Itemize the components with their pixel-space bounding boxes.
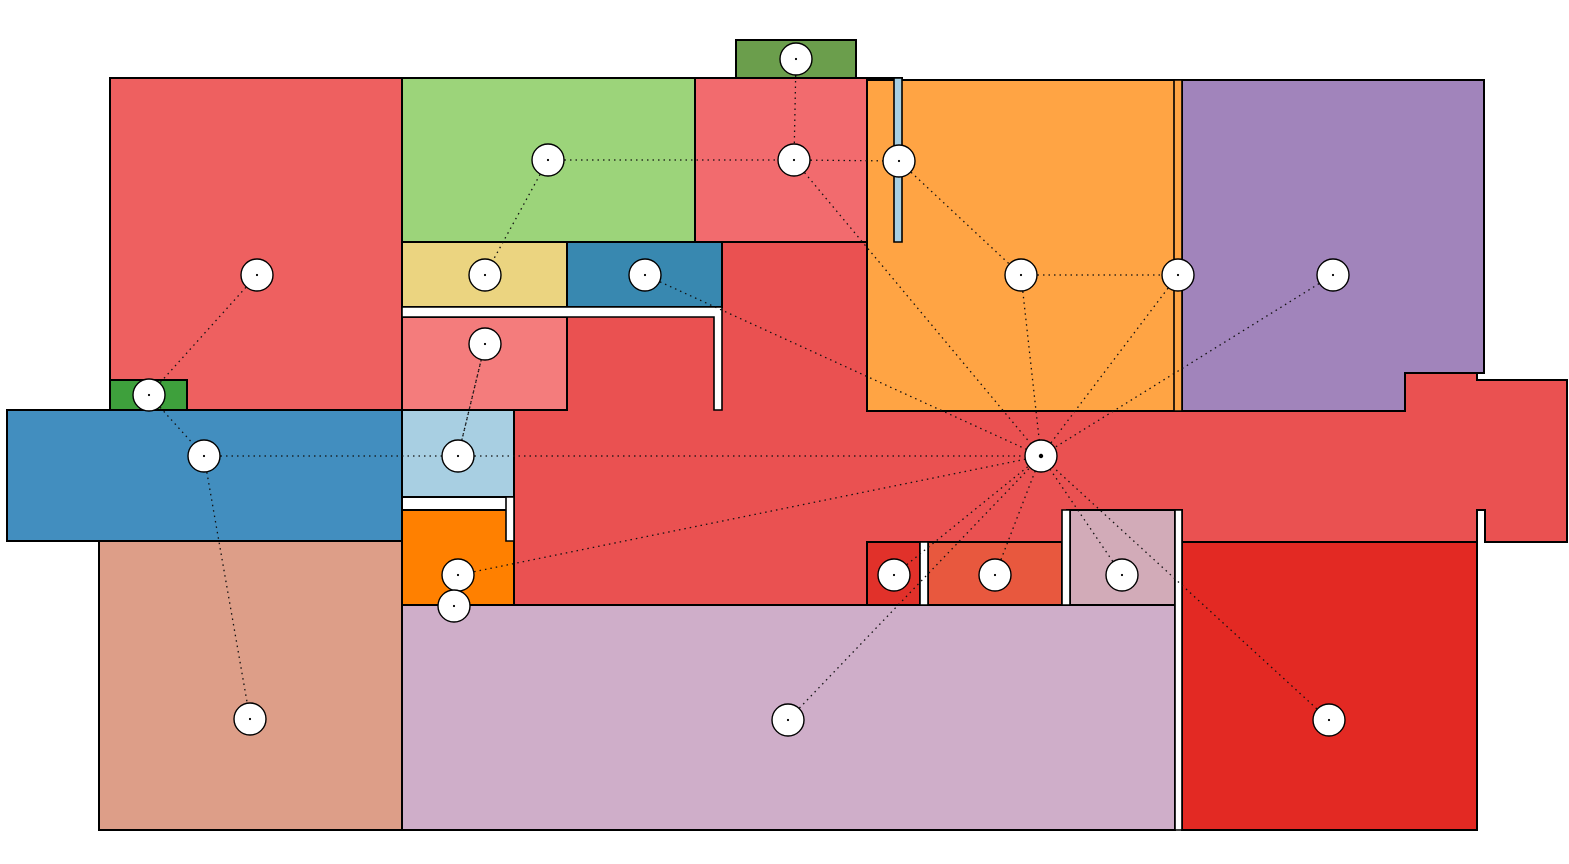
node-center-dot (147, 393, 151, 397)
node-center-dot (1176, 273, 1180, 277)
connection-lavender-to-hub (787, 455, 1042, 721)
node-bright-orange (441, 558, 475, 592)
node-center-dot (794, 57, 798, 61)
connection-mauve-to-hub (1040, 455, 1123, 576)
connection-top-pink-to-hub (793, 159, 1042, 457)
node-light-blue (441, 439, 475, 473)
node-small-red (877, 558, 911, 592)
node-center-dot (786, 718, 790, 722)
node-center-dot (202, 454, 206, 458)
node-center-dot (483, 273, 487, 277)
wall-door-light-blue (505, 496, 515, 542)
node-door-bright-orange (437, 589, 471, 623)
node-center-dot (993, 573, 997, 577)
connection-teal-to-hub (644, 274, 1042, 457)
room-blue (6, 409, 403, 542)
wall-upper-partition (401, 306, 723, 411)
node-center-dot (1120, 573, 1124, 577)
node-purple (1316, 258, 1350, 292)
connection-top-pink-to-door-blue (793, 159, 900, 162)
node-center-dot (1331, 273, 1335, 277)
node-center-dot (248, 717, 252, 721)
node-center-dot (456, 573, 460, 577)
room-red (1181, 541, 1478, 831)
node-center-dot (546, 158, 550, 162)
node-door-blue (882, 144, 916, 178)
node-mauve (1105, 558, 1139, 592)
node-lavender (771, 703, 805, 737)
node-center-dot (483, 342, 487, 346)
node-coral (978, 558, 1012, 592)
node-top-annex (779, 42, 813, 76)
node-small-green (132, 378, 166, 412)
connections-layer (148, 58, 1334, 721)
connection-red-to-hub (1040, 455, 1330, 721)
room-lower-left (98, 540, 403, 831)
nodes-layer (132, 42, 1350, 737)
node-teal (628, 258, 662, 292)
node-orange (1004, 258, 1038, 292)
node-center-dot (892, 573, 896, 577)
node-center-dot (897, 159, 901, 163)
node-center-dot (452, 604, 456, 608)
wall-coral-mauve (1061, 509, 1071, 606)
node-top-pink (777, 143, 811, 177)
wall-mauve-red (1174, 509, 1183, 831)
room-orange (866, 79, 1183, 412)
connection-bright-orange-to-hub (457, 455, 1042, 576)
walls-layer (401, 77, 1183, 831)
connection-purple-to-hub (1040, 274, 1334, 457)
node-center-dot (643, 273, 647, 277)
node-center-dot (1038, 453, 1044, 459)
room-purple (1181, 79, 1485, 412)
node-center-dot (792, 158, 796, 162)
node-door-purple (1161, 258, 1195, 292)
node-yellow (468, 258, 502, 292)
connection-door-blue-to-orange (898, 160, 1022, 276)
node-salmon (468, 327, 502, 361)
node-upper-left (240, 258, 274, 292)
node-lower-left (233, 702, 267, 736)
wall-orange-purple (1173, 79, 1183, 412)
node-blue (187, 439, 221, 473)
node-center-dot (1327, 718, 1331, 722)
node-hub (1024, 439, 1058, 473)
room-upper-left (109, 77, 403, 411)
node-center-dot (456, 454, 460, 458)
wall-small-red-coral (919, 541, 929, 606)
node-green (531, 143, 565, 177)
connection-top-annex-to-top-pink (793, 58, 797, 161)
connection-blue-to-lower-left (203, 455, 251, 720)
node-red (1312, 703, 1346, 737)
node-center-dot (255, 273, 259, 277)
connection-small-red-to-hub (893, 455, 1042, 576)
node-center-dot (1019, 273, 1023, 277)
